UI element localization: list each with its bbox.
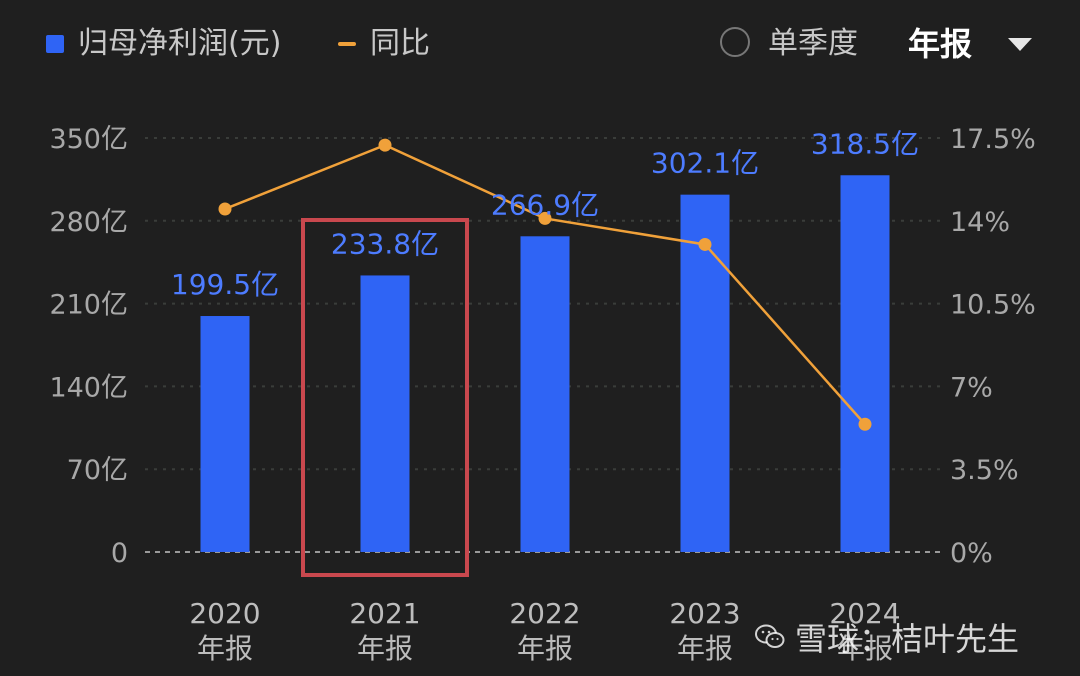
x-tick-label-year: 2023	[669, 597, 740, 630]
y-right-tick-label: 0%	[950, 538, 993, 569]
y-left-tick-label: 280亿	[49, 207, 128, 238]
bar	[840, 175, 890, 552]
y-right-tick-label: 10.5%	[950, 290, 1036, 321]
x-tick-label-period: 年报	[837, 632, 893, 665]
data-labels: 199.5亿 233.8亿 266.9亿 302.1亿 318.5亿	[171, 127, 919, 301]
period-select-value: 年报	[908, 25, 973, 63]
quarter-radio[interactable]	[720, 27, 750, 57]
x-tick-label-period: 年报	[357, 632, 413, 665]
watermark-text: 雪球：桔叶先生	[795, 620, 1020, 658]
yoy-point	[538, 211, 552, 225]
x-tick-label-year: 2024	[829, 597, 900, 630]
y-left-tick-label: 140亿	[49, 372, 128, 403]
legend-line-swatch	[338, 42, 356, 46]
y-right-tick-label: 3.5%	[950, 455, 1019, 486]
chart-header: 归母净利润(元) 同比 单季度 年报	[0, 0, 1080, 90]
axis-labels: 0 70亿 140亿 210亿 280亿 350亿 0% 3.5% 7% 10.5% 14% 17.5…	[49, 124, 1035, 665]
legend-bar-label[interactable]: 归母净利润(元)	[78, 26, 282, 61]
yoy-point	[698, 237, 712, 251]
period-select[interactable]: 年报	[908, 18, 1038, 70]
yoy-point	[218, 202, 232, 216]
quarter-toggle-label[interactable]: 单季度	[768, 26, 858, 61]
y-left-tick-label: 350亿	[49, 124, 128, 155]
legend-bar-swatch	[46, 35, 64, 53]
highlight-box-layer	[301, 218, 469, 577]
y-left-tick-label: 210亿	[49, 290, 128, 321]
x-tick-label-year: 2022	[509, 597, 580, 630]
y-right-tick-label: 17.5%	[950, 124, 1036, 155]
bar-series	[200, 175, 890, 553]
bar-data-label: 233.8亿	[331, 227, 439, 260]
yoy-point	[378, 138, 392, 152]
bar-data-label: 318.5亿	[811, 127, 919, 160]
wechat-icon	[755, 624, 785, 648]
legend-line-label[interactable]: 同比	[370, 26, 430, 61]
x-tick-label-year: 2020	[189, 597, 260, 630]
chevron-down-icon	[1008, 38, 1032, 51]
bar	[200, 316, 250, 552]
bar-data-label: 199.5亿	[171, 268, 279, 301]
x-tick-label-year: 2021	[349, 597, 420, 630]
bar	[520, 236, 570, 553]
yoy-point	[858, 417, 872, 431]
x-tick-label-period: 年报	[677, 632, 733, 665]
bar	[680, 194, 730, 552]
highlight-box	[301, 218, 469, 577]
bar-data-label: 302.1亿	[651, 147, 759, 180]
y-right-tick-label: 7%	[950, 372, 993, 403]
y-left-tick-label: 0	[111, 538, 128, 569]
x-tick-label-period: 年报	[517, 632, 573, 665]
x-tick-label-period: 年报	[197, 632, 253, 665]
y-right-tick-label: 14%	[950, 207, 1010, 238]
y-left-tick-label: 70亿	[67, 455, 128, 486]
line-series	[218, 138, 872, 431]
bar-data-label: 266.9亿	[491, 188, 599, 221]
bar	[360, 275, 410, 552]
